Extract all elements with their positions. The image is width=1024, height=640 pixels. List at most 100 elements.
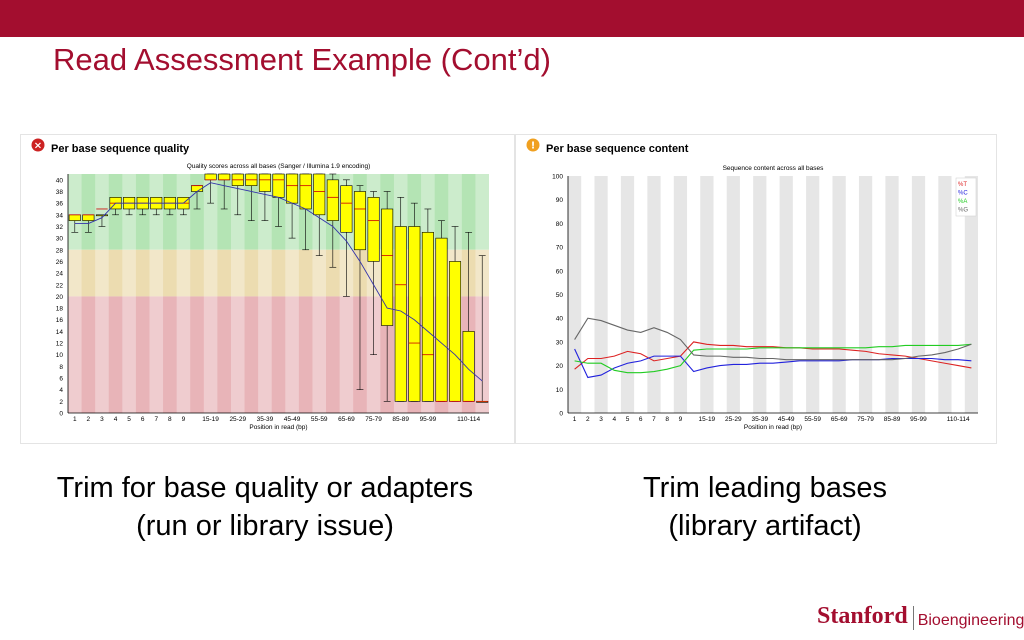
quality-box <box>435 237 448 402</box>
y-tick-label: 6 <box>59 376 63 383</box>
x-tick-label: 8 <box>665 416 669 423</box>
x-tick-label: 65-69 <box>831 416 848 423</box>
quality-box <box>95 214 108 217</box>
chart-title: Quality scores across all bases (Sanger … <box>187 163 371 170</box>
y-tick-label: 2 <box>59 399 63 406</box>
y-tick-label: 8 <box>59 364 63 371</box>
quality-box <box>258 173 271 192</box>
column-stripe <box>149 174 164 413</box>
quality-box <box>82 214 95 221</box>
stanford-bioengineering-logo: Stanford Bioengineering <box>817 603 1024 633</box>
x-tick-label: 1 <box>573 416 577 423</box>
y-tick-label: 38 <box>56 189 64 196</box>
column-stripe <box>647 176 661 413</box>
quality-box <box>340 185 353 233</box>
x-tick-label: 8 <box>168 416 172 423</box>
x-tick-label: 1 <box>73 416 77 423</box>
chart-title: Sequence content across all bases <box>723 165 825 172</box>
y-tick-label: 10 <box>56 352 64 359</box>
quality-box <box>381 208 394 326</box>
y-tick-label: 16 <box>56 317 64 324</box>
slide-title: Read Assessment Example (Cont’d) <box>53 42 551 77</box>
y-tick-label: 0 <box>559 411 563 418</box>
left-caption-line1: Trim for base quality or adapters <box>56 472 474 504</box>
quality-box <box>313 173 326 216</box>
x-tick-label: 4 <box>114 416 118 423</box>
legend-entry: %C <box>958 191 968 197</box>
x-tick-label: 35-39 <box>751 416 768 423</box>
logo-divider <box>912 606 914 630</box>
fail-icon-glyph: × <box>34 141 42 152</box>
column-stripe <box>753 176 767 413</box>
y-tick-label: 20 <box>556 363 564 370</box>
x-tick-label: 45-49 <box>284 416 301 423</box>
column-stripe <box>568 176 582 413</box>
column-stripe <box>258 174 272 413</box>
y-tick-label: 70 <box>556 245 564 252</box>
x-tick-label: 45-49 <box>778 416 795 423</box>
x-tick-label: 9 <box>679 416 683 423</box>
y-tick-label: 18 <box>56 306 64 313</box>
x-tick-label: 110-114 <box>457 416 480 423</box>
legend-entry: %A <box>958 199 967 205</box>
column-stripe <box>700 176 714 413</box>
column-stripe <box>312 174 327 413</box>
x-tick-label: 2 <box>87 416 91 423</box>
legend: %T %C %A %G <box>955 177 977 217</box>
column-stripe <box>230 174 245 413</box>
y-tick-label: 50 <box>556 292 564 299</box>
x-tick-label: 3 <box>599 416 603 423</box>
y-tick-label: 90 <box>556 197 564 204</box>
x-tick-label: 75-79 <box>365 416 382 423</box>
x-tick-label: 2 <box>586 416 590 423</box>
y-tick-label: 80 <box>556 221 564 228</box>
quality-box <box>286 173 299 204</box>
x-tick-label: 7 <box>652 416 656 423</box>
column-stripe <box>832 176 846 413</box>
x-tick-label: 110-114 <box>947 416 970 423</box>
column-stripe <box>885 176 899 413</box>
quality-box <box>408 226 421 402</box>
x-tick-label: 15-19 <box>202 416 219 423</box>
x-tick-label: 55-59 <box>804 416 821 423</box>
quality-boxplot-chart: × Per base sequence quality Quality scores… <box>31 138 489 431</box>
x-tick-label: 95-99 <box>910 416 927 423</box>
y-tick-label: 4 <box>59 387 63 394</box>
y-tick-label: 60 <box>556 268 564 275</box>
y-tick-label: 20 <box>56 294 64 301</box>
column-stripe <box>285 174 299 413</box>
left-caption-line2: (run or library issue) <box>136 510 394 542</box>
y-tick-label: 40 <box>56 177 64 184</box>
quality-box <box>299 173 312 210</box>
header-bar <box>0 0 1024 37</box>
x-tick-label: 35-39 <box>257 416 274 423</box>
panel-title: Per base sequence content <box>546 143 689 155</box>
x-tick-label: 4 <box>612 416 616 423</box>
y-tick-label: 10 <box>556 387 564 394</box>
y-tick-label: 0 <box>59 411 63 418</box>
y-tick-label: 30 <box>556 339 564 346</box>
quality-box <box>272 173 285 198</box>
column-stripe <box>938 176 952 413</box>
y-tick-label: 30 <box>56 236 64 243</box>
column-stripe <box>911 176 926 413</box>
column-stripe <box>620 176 635 413</box>
left-caption: Trim for base quality or adapters (run o… <box>10 469 520 545</box>
y-tick-label: 22 <box>56 282 64 289</box>
logo-department-text: Bioengineering <box>917 612 1024 629</box>
x-tick-label: 6 <box>141 416 145 423</box>
quality-box <box>462 331 475 402</box>
quality-box <box>218 173 231 181</box>
x-tick-label: 15-19 <box>699 416 716 423</box>
x-tick-label: 55-59 <box>311 416 328 423</box>
column-stripe <box>858 176 873 413</box>
y-tick-label: 26 <box>56 259 64 266</box>
x-tick-label: 6 <box>639 416 643 423</box>
x-tick-label: 5 <box>127 416 131 423</box>
x-tick-label: 85-89 <box>884 416 901 423</box>
logo-stanford-text: Stanford <box>817 603 908 629</box>
warn-icon-glyph: ! <box>531 141 536 152</box>
y-tick-label: 32 <box>56 224 64 231</box>
x-tick-label: 5 <box>626 416 630 423</box>
quality-box <box>204 173 217 181</box>
